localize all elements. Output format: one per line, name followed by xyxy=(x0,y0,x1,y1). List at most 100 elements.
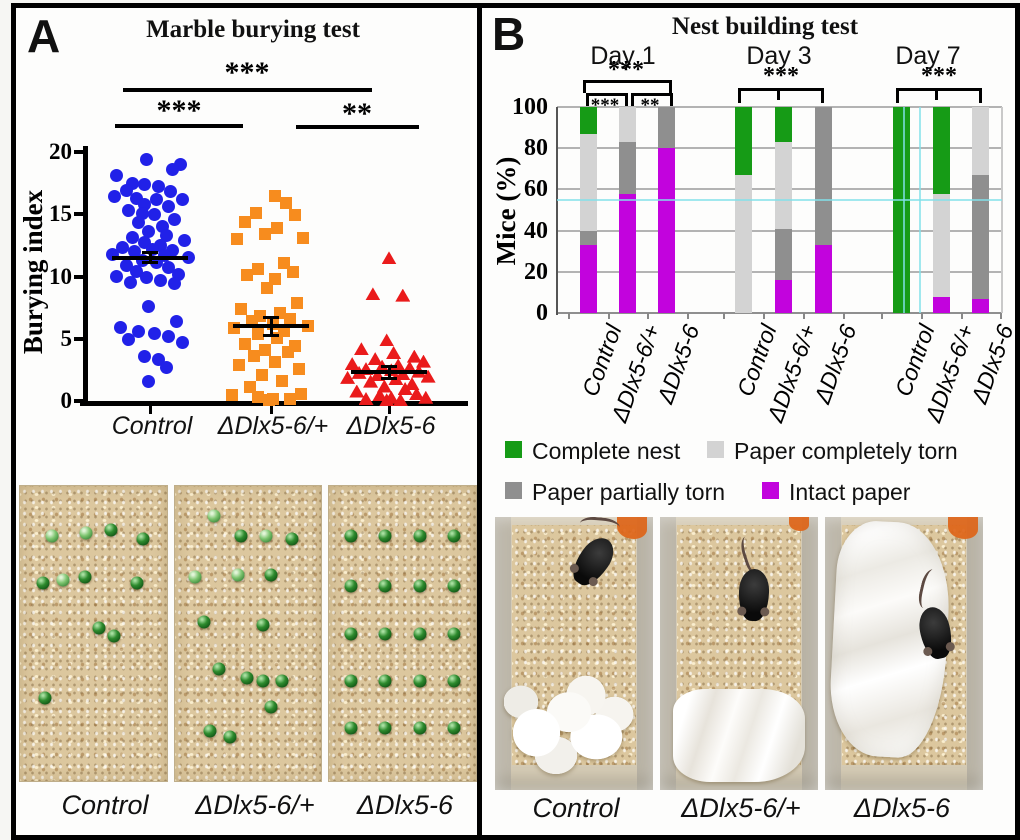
scatter-point xyxy=(175,335,189,349)
marble xyxy=(378,529,392,543)
legend-swatch-paper-completely-torn xyxy=(707,441,724,458)
panel-b-x-tick xyxy=(763,313,765,319)
scatter-point xyxy=(234,302,247,315)
scatter-point xyxy=(119,258,133,272)
day1-right-sig-label: ** xyxy=(641,96,660,115)
panel-b-x-tick xyxy=(608,313,610,319)
bar-segment xyxy=(815,245,832,313)
scatter-point xyxy=(141,225,155,239)
guide-line-horizontal xyxy=(557,199,1002,201)
sig-line-het-vs-ko xyxy=(296,125,419,129)
marble xyxy=(38,691,52,705)
shredded-nest-paper xyxy=(504,672,635,777)
panel-a-y-tick xyxy=(74,150,84,154)
marble xyxy=(212,662,226,676)
scatter-point xyxy=(131,216,145,230)
marble-photo-label-control: Control xyxy=(61,790,149,820)
scatter-point xyxy=(169,314,183,328)
panel-b-y-tick-label: 80 xyxy=(524,135,548,162)
marble-photo-label-ko: ΔDlx5-6 xyxy=(356,790,454,820)
marble xyxy=(344,674,358,688)
marble xyxy=(231,568,245,581)
bar-segment xyxy=(619,107,636,143)
scatter-point xyxy=(230,233,243,246)
marble-layer xyxy=(20,486,167,781)
scatter-point xyxy=(107,190,121,204)
error-bar-cap xyxy=(142,261,158,265)
panel-a-x-tick xyxy=(270,406,273,414)
scatter-point xyxy=(269,356,282,369)
cage-accessory xyxy=(616,517,647,539)
scatter-point xyxy=(147,207,161,221)
marble-layer xyxy=(329,486,476,781)
nest-photo-control xyxy=(495,517,653,790)
marble xyxy=(378,579,392,593)
mouse-body xyxy=(915,604,956,662)
scatter-point xyxy=(139,271,153,285)
marble xyxy=(207,509,221,522)
scatter-point xyxy=(271,221,284,234)
bar-segment xyxy=(619,142,636,194)
panel-a-y-tick xyxy=(74,399,84,403)
bar-segment xyxy=(972,107,989,175)
marble xyxy=(36,576,50,590)
marble-photo-label-het: ΔDlx5-6/+ xyxy=(195,790,315,820)
panel-a-x-tick xyxy=(149,406,152,414)
panel-b-y-tick-label: 20 xyxy=(524,258,548,285)
day1-outer-sig-label: *** xyxy=(608,57,644,83)
marble xyxy=(130,576,144,590)
scatter-point xyxy=(119,184,133,198)
scatter-point xyxy=(290,296,303,309)
panel-b-title: Nest building test xyxy=(671,13,859,40)
marble xyxy=(447,529,461,543)
scatter-point xyxy=(239,215,252,228)
panel-b-x-tick xyxy=(921,313,923,319)
marble xyxy=(413,529,427,543)
legend-swatch-paper-partially-torn xyxy=(505,482,522,499)
day1-outer-sig-bracket xyxy=(583,80,672,93)
scatter-point xyxy=(149,192,163,206)
scatter-point xyxy=(243,381,256,394)
marble-layer xyxy=(175,486,322,781)
scatter-point xyxy=(131,324,145,338)
panel-b-x-tick xyxy=(687,313,689,319)
scatter-point xyxy=(139,152,153,166)
day1-left-sig-label: *** xyxy=(590,95,620,116)
bar-segment xyxy=(815,107,832,246)
bar-segment xyxy=(735,107,752,175)
scatter-point xyxy=(165,162,179,176)
marble xyxy=(344,579,358,593)
marble xyxy=(264,568,278,581)
bar-segment xyxy=(580,133,597,231)
scatter-point xyxy=(123,276,137,290)
scatter-point xyxy=(284,312,297,325)
panel-b-y-tick-label: 60 xyxy=(524,176,548,203)
marble xyxy=(234,529,248,543)
partially-torn-paper xyxy=(672,689,806,782)
error-bar-cap xyxy=(381,364,397,368)
panel-b-x-tick xyxy=(723,313,725,319)
marble-photo-ko xyxy=(328,485,478,782)
scatter-point xyxy=(137,349,151,363)
marble xyxy=(413,627,427,640)
marble xyxy=(259,529,273,543)
day3-sig-bracket xyxy=(738,88,824,103)
error-bar-cap xyxy=(142,251,158,255)
bar-segment xyxy=(972,174,989,299)
bar-segment xyxy=(933,296,950,313)
scatter-point xyxy=(115,241,129,255)
marble xyxy=(344,529,358,543)
panel-b-y-tick-label: 0 xyxy=(536,300,548,326)
panel-b-x-tick xyxy=(881,313,883,319)
scatter-point xyxy=(252,391,265,404)
sig-line-control-vs-ko xyxy=(123,88,372,92)
bar-segment xyxy=(735,174,752,313)
scatter-point xyxy=(121,204,135,217)
scatter-point xyxy=(288,209,301,222)
bar-segment xyxy=(580,245,597,313)
marble xyxy=(203,724,217,738)
nest-photo-label-control: Control xyxy=(532,793,620,823)
cage-accessory xyxy=(788,517,809,531)
marble xyxy=(285,532,299,546)
